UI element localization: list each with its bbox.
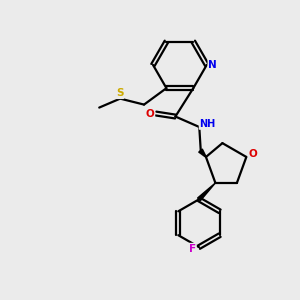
Text: N: N — [208, 60, 217, 70]
Text: S: S — [116, 88, 123, 98]
Text: O: O — [146, 109, 154, 118]
Text: F: F — [189, 244, 196, 254]
Text: NH: NH — [200, 119, 216, 129]
Polygon shape — [198, 183, 215, 201]
Text: O: O — [248, 149, 257, 159]
